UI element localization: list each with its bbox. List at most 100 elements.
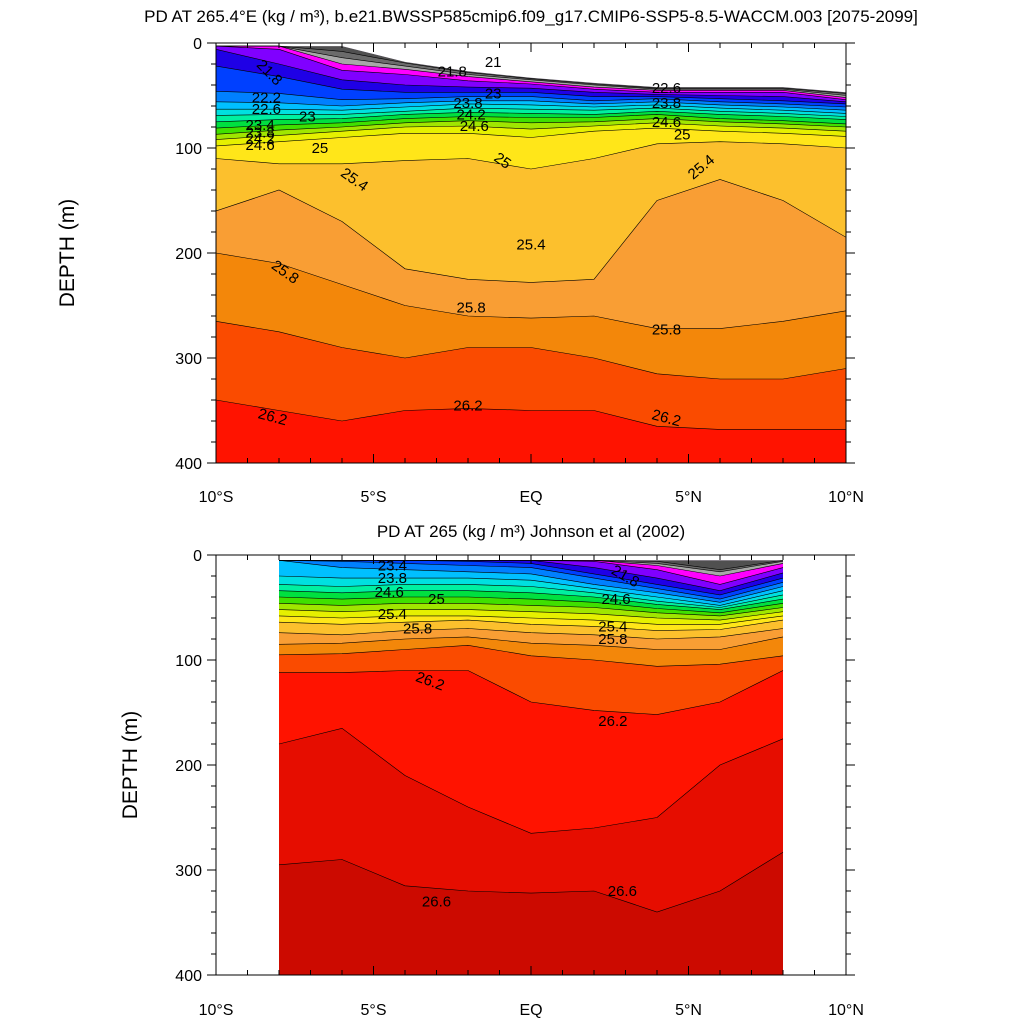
contour-line-1: [216, 45, 846, 96]
density-band-0: [279, 560, 783, 570]
contour-label-16: 23.8: [652, 95, 681, 112]
contour-label-2: 24.6: [375, 584, 404, 601]
x-tick-label-3: 5°N: [675, 1002, 702, 1019]
contour-line-13: [216, 122, 846, 140]
contour-line-11: [216, 114, 846, 129]
contour-label-17: 24.6: [652, 114, 681, 131]
contour-line-10: [278, 590, 784, 610]
contour-label-9: 25.8: [598, 631, 627, 648]
x-tick-label-0: 10°S: [199, 489, 234, 506]
contour-line-16: [216, 179, 846, 283]
contour-line-6: [278, 560, 784, 600]
contour-line-5: [216, 65, 846, 105]
contour-line-18: [216, 321, 846, 380]
x-tick-label-4: 10°N: [828, 1002, 864, 1019]
x-tick-label-1: 5°S: [361, 1002, 387, 1019]
density-band-1: [216, 46, 846, 96]
contour-line-11: [278, 596, 784, 614]
contour-label-6: 23: [299, 109, 316, 126]
contour-label-28: 26.2: [650, 406, 683, 430]
contour-line-2: [216, 45, 846, 98]
x-tick-label-2: EQ: [519, 489, 542, 506]
contour-label-9: 24.2: [245, 131, 274, 148]
x-tick-label-2: EQ: [519, 1002, 542, 1019]
density-band-3: [279, 560, 783, 585]
contour-line-17: [216, 252, 846, 329]
contour-line-18: [278, 644, 784, 667]
contour-label-8: 23.8: [245, 124, 274, 141]
contour-label-3: 25: [428, 591, 445, 608]
contour-line-14: [216, 127, 846, 147]
contour-label-19: 25: [491, 149, 514, 172]
contour-line-12: [216, 118, 846, 135]
chart-panel-2: 23.423.824.6 2525.425.821.824.625.425.826…: [119, 522, 864, 1019]
contour-label-0: 23.4: [378, 558, 407, 575]
contour-line-15: [278, 619, 784, 631]
contour-label-3: 23: [485, 85, 502, 102]
y-tick-label-3: 300: [175, 351, 202, 368]
y-axis-label: DEPTH (m): [56, 199, 79, 308]
contour-label-24: 25.8: [457, 300, 486, 317]
contour-line-16: [278, 628, 784, 640]
contour-line-0: [216, 45, 846, 94]
contour-line-19: [279, 670, 784, 715]
y-tick-label-2: 200: [175, 758, 202, 775]
y-axis-label: DEPTH (m): [119, 711, 142, 820]
y-tick-label-2: 200: [175, 246, 202, 263]
x-tick-label-4: 10°N: [828, 489, 864, 506]
x-tick-label-3: 5°N: [675, 489, 702, 506]
contour-label-11: 26.2: [598, 713, 627, 730]
contour-line-14: [278, 615, 784, 625]
contour-line-15: [216, 141, 846, 170]
contour-line-9: [278, 584, 784, 608]
contour-label-22: 25.4: [516, 237, 545, 254]
contour-label-1: 23.8: [378, 570, 407, 587]
contour-label-27: 26.2: [453, 397, 482, 414]
contour-line-13: [278, 609, 784, 621]
contour-line-4: [216, 49, 846, 103]
contour-label-7: 23.4: [245, 117, 274, 134]
contour-label-11: 25: [312, 140, 329, 157]
y-tick-label-4: 400: [175, 968, 202, 985]
contour-line-17: [278, 636, 784, 650]
contour-line-7: [216, 100, 846, 111]
unsampled-surface: [216, 43, 846, 93]
contour-label-15: 22.6: [652, 80, 681, 97]
x-tick-label-0: 10°S: [199, 1002, 234, 1019]
contour-line-6: [216, 91, 846, 108]
contour-line-21: [278, 851, 784, 913]
contour-label-5: 25.8: [403, 621, 432, 638]
contour-label-0: 21: [485, 54, 502, 71]
contour-line-9: [216, 107, 846, 117]
chart-title: PD AT 265 (kg / m³) Johnson et al (2002): [377, 522, 685, 541]
contour-label-2: 21.8: [438, 63, 467, 80]
y-tick-label-1: 100: [175, 653, 202, 670]
contour-label-5: 22.6: [252, 101, 281, 118]
contour-line-12: [278, 602, 784, 617]
contour-line-10: [216, 110, 846, 123]
contour-label-12: 23.8: [453, 95, 482, 112]
contour-label-26: 26.2: [256, 405, 289, 429]
contour-line-8: [216, 103, 846, 114]
y-tick-label-0: 0: [193, 548, 202, 565]
y-tick-label-4: 400: [175, 456, 202, 473]
contour-line-7: [278, 560, 784, 603]
contour-label-4: 25.4: [378, 606, 407, 623]
contour-label-13: 24.2: [457, 106, 486, 123]
contour-label-10: 24.6: [245, 137, 274, 154]
y-tick-label-3: 300: [175, 863, 202, 880]
contour-label-4: 22.2: [252, 90, 281, 107]
y-tick-label-0: 0: [193, 36, 202, 53]
contour-fills: 23.423.824.6 2525.425.821.824.625.425.826…: [278, 555, 784, 975]
contour-line-19: [216, 399, 846, 430]
contour-label-18: 25: [674, 126, 691, 143]
contour-line-20: [278, 727, 784, 834]
contour-label-13: 26.6: [608, 883, 637, 900]
y-tick-label-1: 100: [175, 141, 202, 158]
contour-label-14: 24.6: [460, 118, 489, 135]
contour-label-7: 24.6: [601, 591, 630, 608]
contour-label-25: 25.8: [652, 322, 681, 339]
